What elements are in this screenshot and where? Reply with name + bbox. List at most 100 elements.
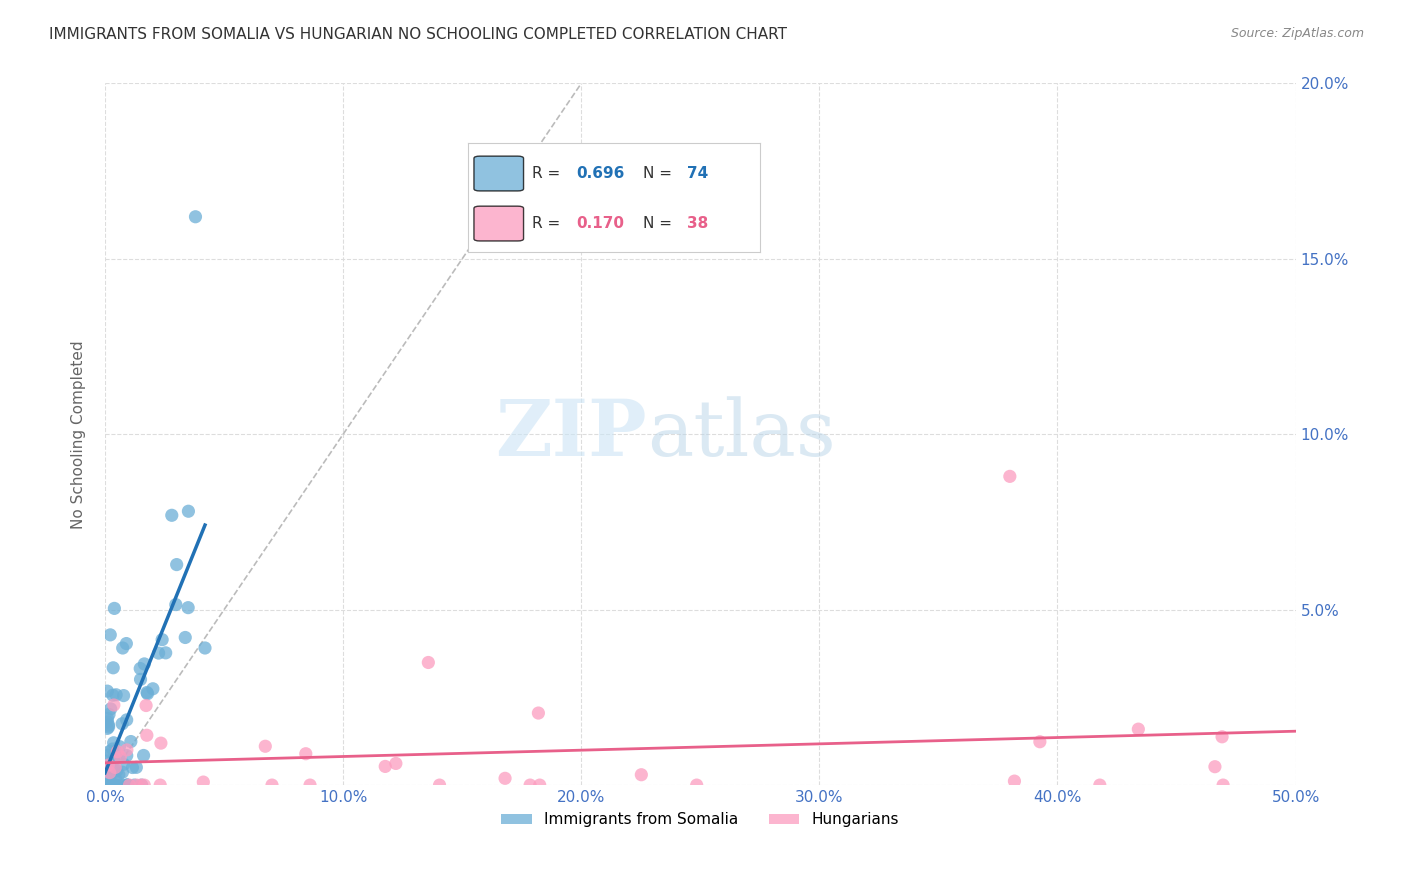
Point [1204, 760, 1226, 774]
Point [101, 742, 124, 756]
Point [104, 772, 127, 787]
Point [101, 688, 124, 702]
Point [135, 728, 157, 742]
Point [111, 765, 134, 780]
Point [135, 698, 157, 713]
Point [97, 718, 120, 732]
Point [998, 469, 1021, 483]
Point [630, 768, 652, 782]
Point [96, 769, 118, 783]
Point [527, 706, 550, 720]
Point [98, 768, 121, 782]
Point [177, 504, 200, 518]
Point [110, 778, 132, 792]
Point [120, 734, 142, 748]
Point [115, 636, 138, 650]
Point [132, 748, 155, 763]
Point [103, 778, 125, 792]
Point [494, 772, 516, 786]
Point [184, 210, 207, 224]
Point [98, 744, 121, 758]
Point [129, 662, 152, 676]
Text: ZIP: ZIP [495, 396, 647, 472]
Point [97, 778, 120, 792]
Point [98, 707, 121, 722]
Point [96, 684, 118, 698]
Point [96, 754, 118, 768]
Point [165, 598, 187, 612]
Point [136, 685, 159, 699]
Point [125, 778, 148, 792]
Point [1211, 730, 1233, 744]
Point [96, 722, 118, 736]
Point [125, 760, 148, 774]
Point [177, 600, 200, 615]
Point [150, 632, 173, 647]
Point [134, 657, 156, 671]
Point [111, 716, 134, 731]
Point [103, 661, 125, 675]
Point [149, 778, 172, 792]
Point [112, 689, 135, 703]
Point [254, 739, 277, 754]
Point [97, 758, 120, 772]
Point [519, 778, 541, 792]
Point [103, 601, 125, 615]
Point [117, 778, 139, 792]
Point [97, 720, 120, 734]
Point [104, 778, 127, 792]
Point [101, 762, 124, 776]
Point [374, 759, 396, 773]
Point [98, 628, 121, 642]
Point [108, 739, 131, 754]
Legend: Immigrants from Somalia, Hungarians: Immigrants from Somalia, Hungarians [495, 806, 905, 834]
Point [104, 760, 127, 774]
Point [110, 750, 132, 764]
Point [96, 778, 118, 792]
Point [686, 778, 709, 792]
Point [155, 646, 177, 660]
Point [98, 778, 121, 792]
Point [299, 778, 322, 792]
Y-axis label: No Schooling Completed: No Schooling Completed [72, 340, 86, 529]
Point [160, 508, 183, 523]
Point [96, 778, 118, 792]
Point [1212, 778, 1234, 792]
Point [124, 778, 146, 792]
Point [149, 736, 172, 750]
Point [385, 756, 408, 771]
Point [148, 646, 170, 660]
Point [107, 767, 129, 781]
Point [115, 713, 138, 727]
Point [96, 711, 118, 725]
Point [105, 688, 128, 702]
Point [117, 778, 139, 792]
Text: Source: ZipAtlas.com: Source: ZipAtlas.com [1230, 27, 1364, 40]
Point [1029, 735, 1052, 749]
Point [121, 760, 143, 774]
Point [98, 778, 121, 792]
Point [118, 778, 141, 792]
Point [98, 747, 121, 762]
Point [1128, 722, 1150, 736]
Point [429, 778, 451, 792]
Point [96, 778, 118, 792]
Point [115, 778, 138, 792]
Point [98, 765, 121, 780]
Point [96, 778, 118, 792]
Point [100, 702, 122, 716]
Point [105, 745, 128, 759]
Point [136, 687, 159, 701]
Point [103, 754, 125, 768]
Point [1004, 774, 1026, 789]
Point [166, 558, 188, 572]
Point [260, 778, 283, 792]
Point [115, 748, 138, 763]
Point [142, 681, 165, 696]
Point [193, 775, 215, 789]
Point [103, 752, 125, 766]
Point [111, 640, 134, 655]
Point [115, 743, 138, 757]
Point [1088, 778, 1111, 792]
Point [529, 778, 551, 792]
